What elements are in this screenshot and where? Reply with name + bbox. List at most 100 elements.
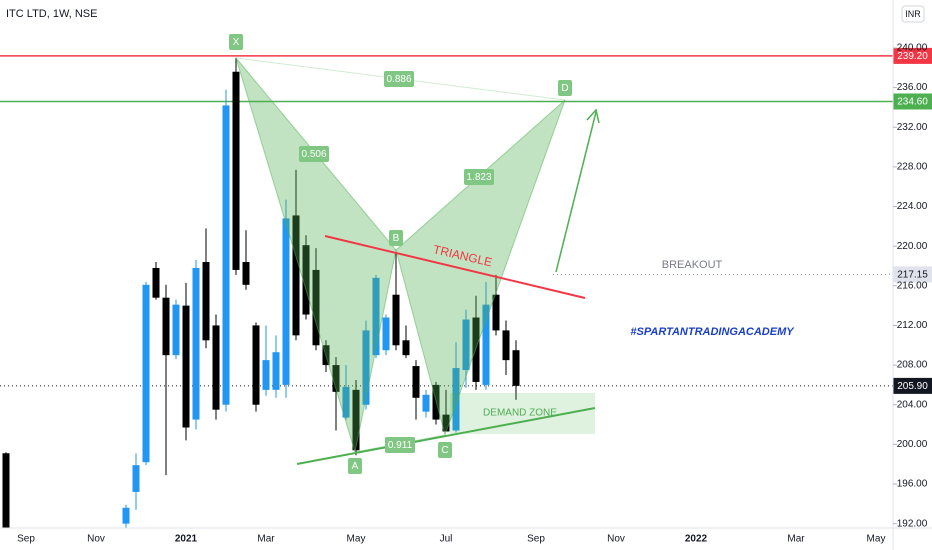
- arrow-shaft: [555, 111, 597, 273]
- y-tick-label: 236.00: [897, 82, 928, 93]
- y-tick-label: 204.00: [897, 399, 928, 410]
- pattern-point-box: [229, 34, 243, 50]
- candle-body: [382, 317, 390, 351]
- support-line: [296, 407, 596, 465]
- price-tag: [893, 47, 932, 64]
- candle-body: [212, 325, 220, 410]
- candle-body: [342, 386, 350, 418]
- currency-badge[interactable]: [901, 5, 925, 23]
- ratio-box: [299, 146, 329, 162]
- candle-body: [372, 277, 380, 356]
- candle-body: [502, 330, 510, 361]
- candle-body: [462, 319, 470, 371]
- pattern-point-box: [438, 442, 452, 458]
- brand-label: #SPARTANTRADINGACADEMY: [630, 326, 795, 338]
- candle-body: [512, 350, 520, 386]
- price-tag-label: 205.90: [897, 381, 928, 392]
- candle-body: [172, 304, 180, 356]
- demand-label: DEMAND ZONE: [483, 408, 557, 419]
- candle-body: [442, 414, 450, 432]
- candle-body: [312, 269, 320, 346]
- candle-body: [222, 105, 230, 405]
- candle-body: [282, 218, 290, 385]
- candle-body: [162, 297, 170, 356]
- price-tag-label: 234.60: [897, 97, 928, 108]
- price-tag: [893, 377, 932, 394]
- y-tick-label: 208.00: [897, 360, 928, 371]
- x-tick-label: May: [347, 534, 366, 545]
- ratio-box: [385, 437, 415, 453]
- plot-area: 239.20 234.60 217.15 205.90: [0, 47, 932, 528]
- candle-body: [272, 352, 280, 390]
- candle-body: [142, 284, 150, 463]
- pattern-point-label: C: [441, 445, 448, 456]
- pattern-point-box: [348, 458, 362, 474]
- candle-body: [332, 365, 340, 392]
- candle-body: [242, 262, 250, 285]
- candle-body: [292, 215, 300, 336]
- x-tick-label: Mar: [257, 534, 275, 545]
- pattern-point-box: [558, 80, 572, 96]
- ratio-label: 0.911: [388, 440, 413, 451]
- ratio-label: 1.823: [466, 172, 491, 183]
- breakout-label: BREAKOUT: [662, 259, 723, 271]
- y-tick-label: 232.00: [897, 122, 928, 133]
- pattern-point-label: X: [233, 37, 240, 48]
- candle-body: [122, 507, 130, 524]
- chart-title: ITC LTD, 1W, NSE: [6, 8, 97, 20]
- x-tick-label: Mar: [787, 534, 805, 545]
- x-tick-label: Nov: [87, 534, 105, 545]
- y-tick-label: 224.00: [897, 201, 928, 212]
- candle-body: [352, 389, 360, 451]
- x-tick-label: Nov: [607, 534, 625, 545]
- candle-body: [412, 366, 420, 398]
- price-tag: [893, 266, 932, 283]
- pattern-point-box: [389, 230, 403, 246]
- x-tick-label: Jul: [440, 534, 453, 545]
- candle-body: [402, 340, 410, 356]
- candle-body: [182, 305, 190, 428]
- currency-label: INR: [905, 9, 921, 19]
- arrow-head: [586, 108, 600, 124]
- y-tick-label: 220.00: [897, 241, 928, 252]
- y-tick-label: 212.00: [897, 320, 928, 331]
- candle-body: [152, 267, 160, 298]
- pattern-point-label: A: [352, 461, 359, 472]
- candle-body: [422, 394, 430, 412]
- ratio-label: 0.506: [301, 149, 326, 160]
- candle-body: [262, 360, 270, 390]
- candle-body: [132, 465, 140, 492]
- candle-body: [362, 330, 370, 405]
- ratio-box: [464, 169, 494, 185]
- x-tick-label: May: [867, 534, 886, 545]
- y-tick-label: 228.00: [897, 162, 928, 173]
- pattern-point-label: D: [561, 83, 568, 94]
- candle-body: [2, 453, 10, 528]
- triangle-line: [324, 235, 586, 299]
- price-tag-label: 217.15: [897, 270, 928, 281]
- y-tick-label: 240.00: [897, 43, 928, 54]
- breakout-arrow: [555, 108, 600, 273]
- ratio-box: [384, 71, 414, 87]
- x-tick-label: Sep: [17, 534, 35, 545]
- candle-body: [492, 294, 500, 331]
- pattern-point-label: B: [393, 233, 400, 244]
- candle-body: [392, 294, 400, 346]
- candle-body: [302, 245, 310, 315]
- x-tick-label: Sep: [527, 534, 545, 545]
- y-tick-label: 196.00: [897, 479, 928, 490]
- ratio-label: 0.886: [386, 74, 411, 85]
- x-tick-label: 2021: [175, 534, 198, 545]
- price-tag: [893, 93, 932, 110]
- price-tag-label: 239.20: [897, 51, 928, 62]
- candle-body: [252, 325, 260, 405]
- y-tick-label: 192.00: [897, 518, 928, 529]
- candle-body: [202, 262, 210, 341]
- candle-body: [452, 368, 460, 431]
- pattern-labels: X A B C D 0.886 0.506 1.823 0.911: [229, 34, 572, 474]
- y-tick-label: 216.00: [897, 280, 928, 291]
- candle-body: [192, 267, 200, 420]
- x-tick-label: 2022: [685, 534, 708, 545]
- candle-body: [232, 71, 240, 270]
